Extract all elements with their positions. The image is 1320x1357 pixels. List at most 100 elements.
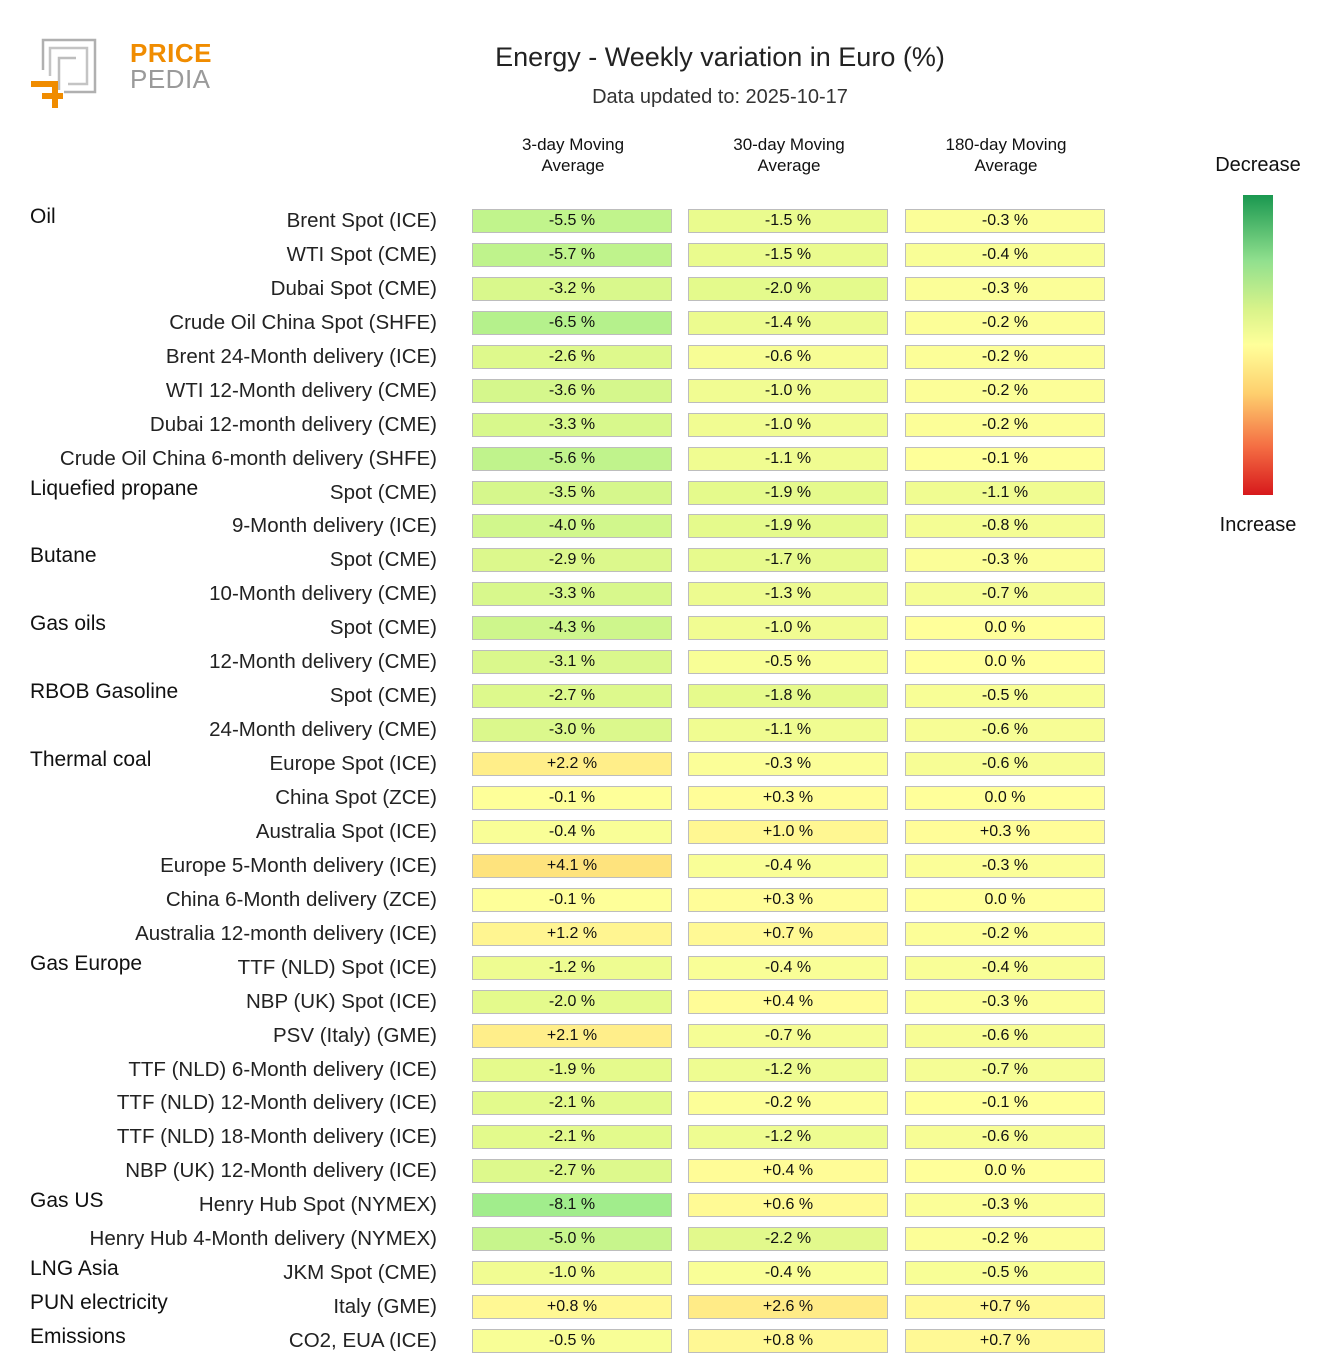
row-label: Spot (CME) <box>329 480 437 504</box>
heatmap-cell: 0.0 % <box>905 616 1105 641</box>
heatmap-cell: -0.7 % <box>905 1057 1105 1082</box>
heatmap-cell: -1.9 % <box>472 1057 672 1082</box>
heatmap-cell: -0.2 % <box>905 310 1105 335</box>
row-label: China Spot (ZCE) <box>275 785 437 809</box>
heatmap-cell: -0.4 % <box>688 1261 888 1286</box>
heatmap-cell: -0.4 % <box>472 819 672 844</box>
heatmap-cell: +0.8 % <box>688 1329 888 1354</box>
heatmap-cell: -0.3 % <box>905 1193 1105 1218</box>
row-label: TTF (NLD) 12-Month delivery (ICE) <box>116 1091 437 1115</box>
heatmap-cell: -0.3 % <box>905 548 1105 573</box>
heatmap-cell: -0.4 % <box>688 955 888 980</box>
group-label: Gas Europe <box>30 951 143 975</box>
heatmap-cell: -1.1 % <box>688 718 888 743</box>
heatmap-cell: -1.1 % <box>688 446 888 471</box>
row-label: NBP (UK) 12-Month delivery (ICE) <box>125 1159 437 1183</box>
row-label: Australia Spot (ICE) <box>255 819 437 843</box>
heatmap-cell: -1.4 % <box>688 310 888 335</box>
row-label: Brent Spot (ICE) <box>286 209 437 232</box>
row-label: TTF (NLD) Spot (ICE) <box>237 955 437 979</box>
heatmap-cell: -1.1 % <box>905 480 1105 505</box>
heatmap-cell: -6.5 % <box>472 310 672 335</box>
heatmap-cell: -8.1 % <box>472 1193 672 1218</box>
heatmap-cell: +0.3 % <box>688 785 888 810</box>
group-label: Gas oils <box>30 612 106 636</box>
row-label: Spot (CME) <box>329 616 437 640</box>
heatmap-cell: -2.6 % <box>472 344 672 369</box>
logo-word-pedia: PEDIA <box>130 64 211 94</box>
row-label: TTF (NLD) 18-Month delivery (ICE) <box>116 1125 437 1149</box>
heatmap-cell: +0.3 % <box>688 887 888 912</box>
heatmap-cell: -0.6 % <box>905 1023 1105 1048</box>
column-header-30-day: 30-day Moving Average <box>733 135 845 175</box>
heatmap-cell: -1.3 % <box>688 582 888 607</box>
row-label: PSV (Italy) (GME) <box>272 1023 437 1047</box>
heatmap-cell: -1.2 % <box>688 1125 888 1150</box>
heatmap-cell: 0.0 % <box>905 785 1105 810</box>
group-label: RBOB Gasoline <box>30 680 179 704</box>
heatmap-cell: 0.0 % <box>905 887 1105 912</box>
heatmap-cell: -0.2 % <box>905 344 1105 369</box>
heatmap-cell: +2.2 % <box>472 752 672 777</box>
heatmap-cell: -0.3 % <box>905 989 1105 1014</box>
group-label: PUN electricity <box>30 1291 168 1315</box>
heatmap-cell: -0.3 % <box>905 853 1105 878</box>
row-label: Henry Hub Spot (NYMEX) <box>198 1193 437 1217</box>
row-label: China 6-Month delivery (ZCE) <box>165 887 437 911</box>
heatmap-cell: -2.0 % <box>688 276 888 301</box>
heatmap-cell: -4.3 % <box>472 616 672 641</box>
row-label: Henry Hub 4-Month delivery (NYMEX) <box>89 1227 437 1251</box>
heatmap-cell: +1.0 % <box>688 819 888 844</box>
group-label: Oil <box>30 205 56 228</box>
heatmap-cell: -0.7 % <box>688 1023 888 1048</box>
row-label: CO2, EUA (ICE) <box>288 1329 437 1353</box>
heatmap-cell: +0.4 % <box>688 1159 888 1184</box>
logo-word-price: PRICE <box>130 38 212 68</box>
heatmap-cell: -0.5 % <box>905 684 1105 709</box>
row-label: Europe Spot (ICE) <box>269 752 438 776</box>
heatmap-cell: -0.4 % <box>905 955 1105 980</box>
heatmap-cell: -1.2 % <box>472 955 672 980</box>
row-label: Spot (CME) <box>329 548 437 572</box>
row-label: Brent 24-Month delivery (ICE) <box>165 344 437 368</box>
heatmap-cell: -1.0 % <box>472 1261 672 1286</box>
heatmap-cell: -3.5 % <box>472 480 672 505</box>
heatmap-cell: -0.2 % <box>905 378 1105 403</box>
logo-mark-icon <box>31 38 97 108</box>
row-label: 12-Month delivery (CME) <box>209 650 437 674</box>
heatmap-cell: -1.9 % <box>688 480 888 505</box>
heatmap-cell: -3.3 % <box>472 582 672 607</box>
row-label: NBP (UK) Spot (ICE) <box>246 989 437 1013</box>
heatmap-cell: -0.1 % <box>905 446 1105 471</box>
color-scale-bar <box>1243 195 1273 495</box>
heatmap-cell: -1.0 % <box>688 378 888 403</box>
legend-decrease-label: Decrease <box>1215 154 1301 176</box>
heatmap-cell: -0.2 % <box>905 412 1105 437</box>
heatmap-cell: +0.7 % <box>905 1295 1105 1320</box>
heatmap-cell: -1.0 % <box>688 412 888 437</box>
heatmap-cell: +2.6 % <box>688 1295 888 1320</box>
heatmap-cell: -2.9 % <box>472 548 672 573</box>
heatmap-cell: -0.1 % <box>472 785 672 810</box>
row-label: Europe 5-Month delivery (ICE) <box>160 853 437 877</box>
heatmap-cell: -2.7 % <box>472 1159 672 1184</box>
heatmap-cell: -5.5 % <box>472 209 672 233</box>
heatmap-cell: -0.1 % <box>905 1091 1105 1116</box>
heatmap-cell: -5.0 % <box>472 1227 672 1252</box>
heatmap-cell: +0.7 % <box>905 1329 1105 1354</box>
heatmap-cell: -3.0 % <box>472 718 672 743</box>
row-label: 24-Month delivery (CME) <box>209 718 437 742</box>
row-label: 10-Month delivery (CME) <box>209 582 437 606</box>
heatmap-cell: -0.3 % <box>905 276 1105 301</box>
heatmap-cell: -2.1 % <box>472 1091 672 1116</box>
heatmap-cell: -0.5 % <box>905 1261 1105 1286</box>
heatmap-cell: -1.9 % <box>688 514 888 539</box>
heatmap-cell: -1.5 % <box>688 242 888 267</box>
group-label: Liquefied propane <box>30 476 199 500</box>
heatmap-cell: +0.6 % <box>688 1193 888 1218</box>
heatmap-cell: -0.2 % <box>688 1091 888 1116</box>
group-label: Emissions <box>30 1325 126 1349</box>
heatmap-cell: 0.0 % <box>905 650 1105 675</box>
heatmap-cell: 0.0 % <box>905 1159 1105 1184</box>
pricepedia-logo: PRICE PEDIA <box>28 36 211 110</box>
